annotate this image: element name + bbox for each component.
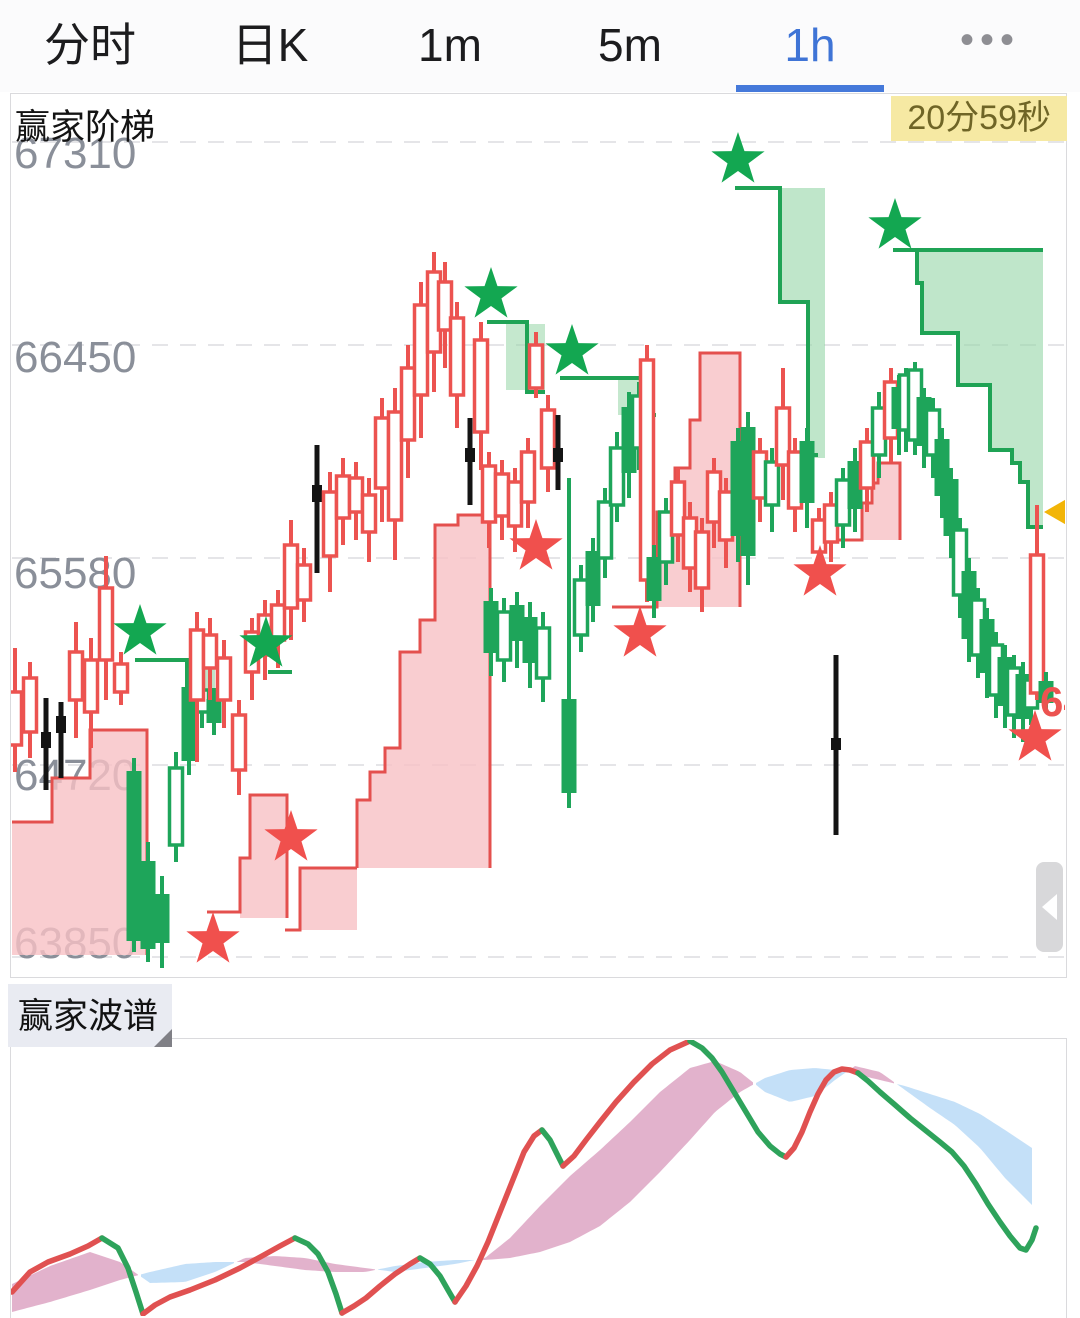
chevron-left-icon [1042,894,1057,920]
wave-chart-panel[interactable] [10,1038,1067,1318]
tab-label: 5m [598,19,662,71]
wave-indicator-label: 赢家波谱 [18,997,159,1036]
tab-label: 分时 [44,19,136,71]
corner-fold-icon [154,1029,173,1047]
active-tab-underline [736,85,884,92]
countdown-badge: 20分59秒 [891,96,1067,141]
more-tabs-button[interactable]: ••• [900,0,1080,92]
tab-label: 1m [418,19,482,71]
tab-timeshare[interactable]: 分时 [0,0,180,92]
collapse-handle-button[interactable] [1036,862,1063,952]
tab-5m[interactable]: 5m [540,0,720,92]
ellipsis-icon: ••• [959,18,1020,62]
tab-label: 日K [231,19,309,71]
ladder-chart-panel[interactable] [10,93,1067,978]
tab-daily-k[interactable]: 日K [180,0,360,92]
tab-1m[interactable]: 1m [360,0,540,92]
tab-label: 1h [784,19,836,71]
tab-1h[interactable]: 1h [720,0,900,92]
ladder-chart-title: 赢家阶梯 [15,108,156,147]
wave-indicator-selector[interactable]: 赢家波谱 [8,984,173,1047]
timeframe-tab-bar: 分时 日K 1m 5m 1h ••• [0,0,1080,92]
